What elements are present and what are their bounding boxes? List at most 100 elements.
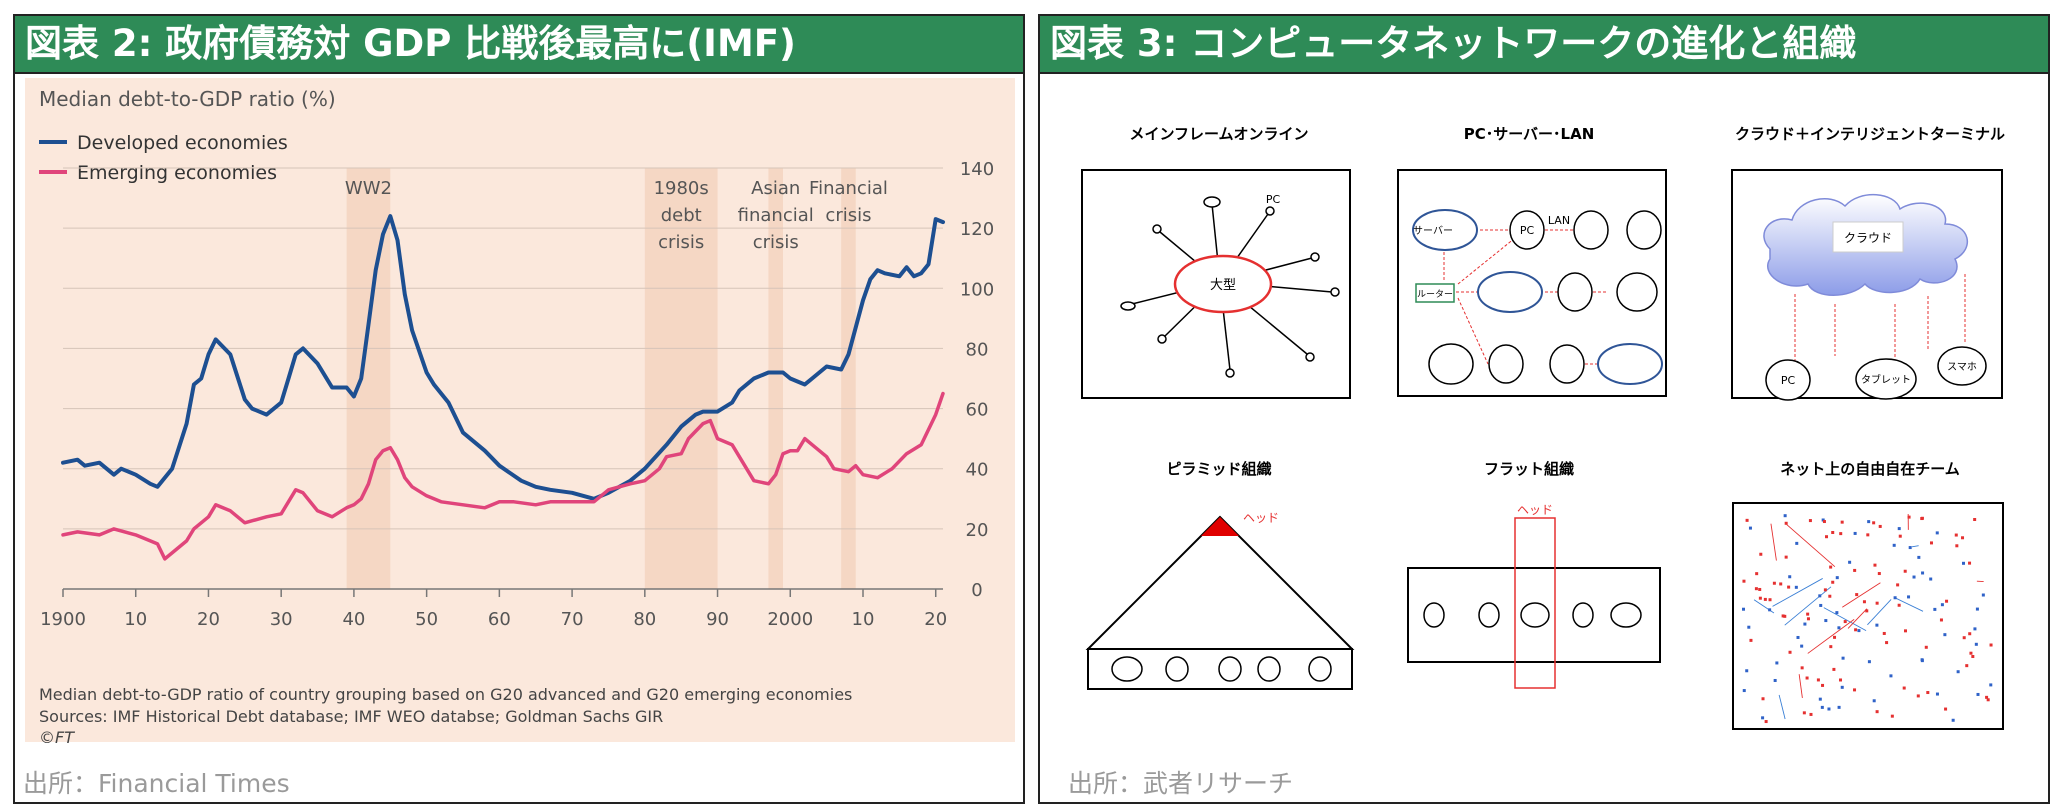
team-member-dot xyxy=(1788,575,1792,579)
team-member-dot xyxy=(1872,699,1876,703)
team-member-dot xyxy=(1755,572,1759,576)
team-member-dot xyxy=(1907,595,1911,599)
mainframe-frame xyxy=(1081,169,1351,399)
team-link xyxy=(1798,674,1803,698)
team-member-dot xyxy=(1824,619,1828,623)
x-tick-label: 1900 xyxy=(40,609,86,630)
team-member-dot xyxy=(1896,583,1900,587)
team-member-dot xyxy=(1939,618,1943,622)
team-member-dot xyxy=(1903,569,1907,573)
team-member-dot xyxy=(1800,666,1804,670)
y-tick-label: 120 xyxy=(960,219,994,240)
member-node xyxy=(1520,602,1550,628)
team-member-dot xyxy=(1820,705,1824,709)
team-link xyxy=(1842,582,1881,608)
team-member-dot xyxy=(1742,689,1746,693)
team-member-dot xyxy=(1783,514,1787,518)
team-member-dot xyxy=(1758,587,1762,591)
smartphone-node xyxy=(1937,346,1987,386)
team-member-dot xyxy=(1784,555,1788,559)
team-member-dot xyxy=(1872,521,1876,525)
team-member-dot xyxy=(1853,531,1857,535)
right-banner: 図表 3: コンピュータネットワークの進化と組織 xyxy=(1040,16,2048,74)
team-member-dot xyxy=(1748,526,1752,530)
team-member-dot xyxy=(1885,641,1889,645)
team-member-dot xyxy=(1761,716,1765,720)
team-member-dot xyxy=(1854,628,1858,632)
title-net-team: ネット上の自由自在チーム xyxy=(1780,460,1960,478)
pc-node xyxy=(1626,210,1662,250)
diagram-pyramid: ヘッド xyxy=(1085,511,1355,690)
server-node xyxy=(1597,343,1663,385)
team-member-dot xyxy=(1764,720,1768,724)
pyramid-head-label: ヘッド xyxy=(1243,511,1279,525)
team-member-dot xyxy=(1965,664,1969,668)
team-member-dot xyxy=(1962,636,1966,640)
flat-head-label: ヘッド xyxy=(1517,503,1553,517)
team-member-dot xyxy=(1875,710,1879,714)
terminal-node xyxy=(1120,301,1136,311)
y-tick-label: 140 xyxy=(960,159,994,180)
team-member-dot xyxy=(1829,645,1833,649)
team-member-dot xyxy=(1835,576,1839,580)
x-tick-label: 50 xyxy=(415,609,438,630)
team-member-dot xyxy=(1944,707,1948,711)
server-label: サーバー xyxy=(1413,225,1453,237)
diagram-mainframe: 大型 PC xyxy=(1081,169,1351,399)
y-tick-label: 80 xyxy=(966,339,989,360)
team-member-dot xyxy=(1795,541,1799,545)
pc-node xyxy=(1557,272,1593,312)
terminal-node xyxy=(1157,334,1167,344)
shaded-period-label: WW2 xyxy=(345,178,392,199)
x-tick-label: 30 xyxy=(270,609,293,630)
terminal-node xyxy=(1310,252,1320,262)
team-member-dot xyxy=(1775,661,1779,665)
team-member-dot xyxy=(1968,632,1972,636)
right-panel: 図表 3: コンピュータネットワークの進化と組織 メインフレームオンライン PC… xyxy=(1038,14,2050,804)
diagram-cloud: クラウド PC タブレット スマホ xyxy=(1731,169,2003,401)
team-member-dot xyxy=(1916,694,1920,698)
chart-sources: Sources: IMF Historical Debt database; I… xyxy=(39,707,663,726)
shaded-period xyxy=(768,168,783,589)
team-member-dot xyxy=(1890,714,1894,718)
team-member-dot xyxy=(1759,552,1763,556)
team-member-dot xyxy=(1839,678,1843,682)
team-member-dot xyxy=(1867,660,1871,664)
title-pyramid: ピラミッド組織 xyxy=(1166,460,1271,478)
team-member-dot xyxy=(1761,697,1765,701)
terminal-node xyxy=(1305,352,1315,362)
title-pc-lan: PC･サーバー･LAN xyxy=(1464,125,1595,143)
diagram-flat: ヘッド xyxy=(1407,503,1661,689)
series-line-developed xyxy=(61,214,945,501)
team-member-dot xyxy=(1865,609,1869,613)
team-member-dot xyxy=(1974,642,1978,646)
team-member-dot xyxy=(1973,627,1977,631)
server-node xyxy=(1412,209,1478,251)
cloud-label-box xyxy=(1832,221,1904,253)
team-member-dot xyxy=(1818,697,1822,701)
team-member-dot xyxy=(1825,535,1829,539)
team-member-dot xyxy=(1866,533,1870,537)
team-member-dot xyxy=(1920,658,1924,662)
team-link xyxy=(1778,694,1786,720)
team-link xyxy=(1772,578,1823,607)
pc-node xyxy=(1573,210,1609,250)
team-member-dot xyxy=(1855,593,1859,597)
team-member-dot xyxy=(1818,594,1822,598)
team-member-dot xyxy=(1805,676,1809,680)
mainframe-label: 大型 xyxy=(1210,278,1236,293)
smartphone-label: スマホ xyxy=(1947,361,1977,373)
x-tick-label: 20 xyxy=(924,609,947,630)
title-mainframe: メインフレームオンライン xyxy=(1129,125,1308,143)
member-node xyxy=(1610,602,1642,628)
pc-node xyxy=(1549,344,1585,384)
title-cloud: クラウド＋インテリジェントターミナル xyxy=(1735,125,2005,143)
team-member-dot xyxy=(1747,625,1751,629)
team-member-dot xyxy=(1742,607,1746,611)
y-tick-label: 40 xyxy=(966,460,989,481)
shaded-period-label: 1980s xyxy=(654,178,709,199)
team-member-dot xyxy=(1943,633,1947,637)
team-member-dot xyxy=(1831,530,1835,534)
member-node xyxy=(1111,656,1143,682)
member-node xyxy=(1165,656,1189,682)
